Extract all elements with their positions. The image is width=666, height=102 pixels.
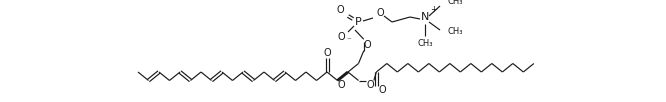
Text: O: O: [378, 85, 386, 95]
Text: O: O: [364, 40, 372, 50]
Text: O: O: [338, 80, 345, 90]
Text: ⁻: ⁻: [346, 37, 352, 45]
Text: P: P: [354, 17, 362, 27]
Text: O: O: [336, 5, 344, 15]
Text: CH₃: CH₃: [447, 0, 462, 7]
Text: CH₃: CH₃: [447, 28, 462, 37]
Text: N: N: [421, 12, 429, 22]
Text: O: O: [323, 48, 331, 58]
Text: CH₃: CH₃: [418, 38, 433, 48]
Text: O: O: [376, 8, 384, 18]
Text: O: O: [337, 32, 345, 42]
Text: +: +: [430, 6, 438, 14]
Text: O: O: [366, 80, 374, 90]
